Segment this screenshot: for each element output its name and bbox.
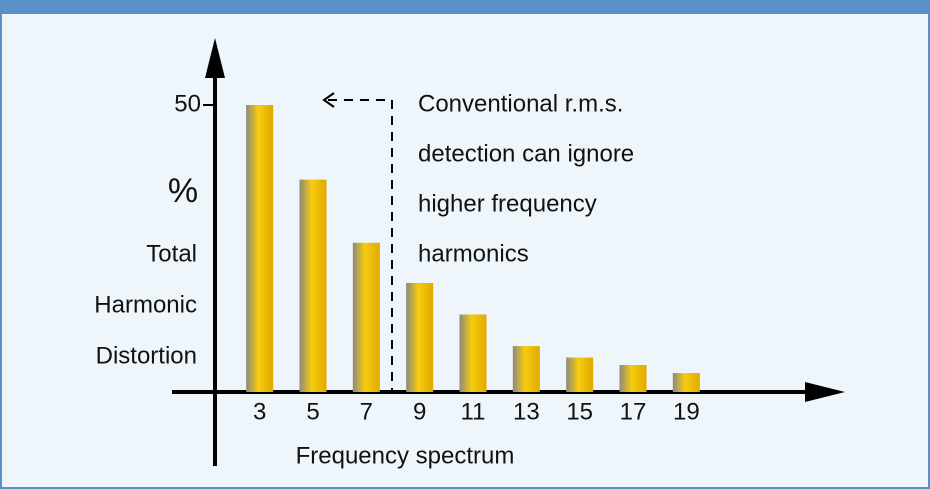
y-axis-label: Distortion bbox=[96, 342, 197, 369]
annotation: Conventional r.m.s. bbox=[418, 90, 623, 117]
x-tick-label: 15 bbox=[566, 398, 593, 425]
bar bbox=[459, 314, 487, 392]
annotation: harmonics bbox=[418, 240, 529, 267]
top-band bbox=[0, 0, 930, 14]
bar bbox=[352, 242, 380, 392]
x-tick-label: 19 bbox=[673, 398, 700, 425]
annotation: higher frequency bbox=[418, 190, 597, 217]
bar bbox=[619, 365, 647, 392]
x-axis-arrow bbox=[805, 382, 845, 402]
bar bbox=[406, 282, 434, 392]
x-tick-label: 9 bbox=[413, 398, 426, 425]
x-tick-label: 13 bbox=[513, 398, 540, 425]
bar bbox=[566, 357, 594, 392]
annotation: detection can ignore bbox=[418, 140, 634, 167]
x-tick-label: 3 bbox=[253, 398, 266, 425]
pointer-arrowhead bbox=[322, 92, 335, 108]
bar bbox=[512, 346, 540, 392]
x-tick-label: 17 bbox=[620, 398, 647, 425]
y-unit: % bbox=[168, 172, 198, 210]
y-tick-label: 50 bbox=[174, 90, 201, 117]
bar bbox=[299, 179, 327, 392]
y-axis-label: Harmonic bbox=[94, 291, 197, 318]
x-tick-label: 5 bbox=[306, 398, 319, 425]
bar bbox=[246, 105, 274, 392]
x-axis-label: Frequency spectrum bbox=[296, 442, 515, 469]
x-tick-label: 7 bbox=[360, 398, 373, 425]
x-tick-label: 11 bbox=[461, 398, 486, 425]
y-axis-arrow bbox=[205, 38, 225, 78]
bar bbox=[672, 373, 700, 392]
y-axis-label: Total bbox=[146, 240, 197, 267]
